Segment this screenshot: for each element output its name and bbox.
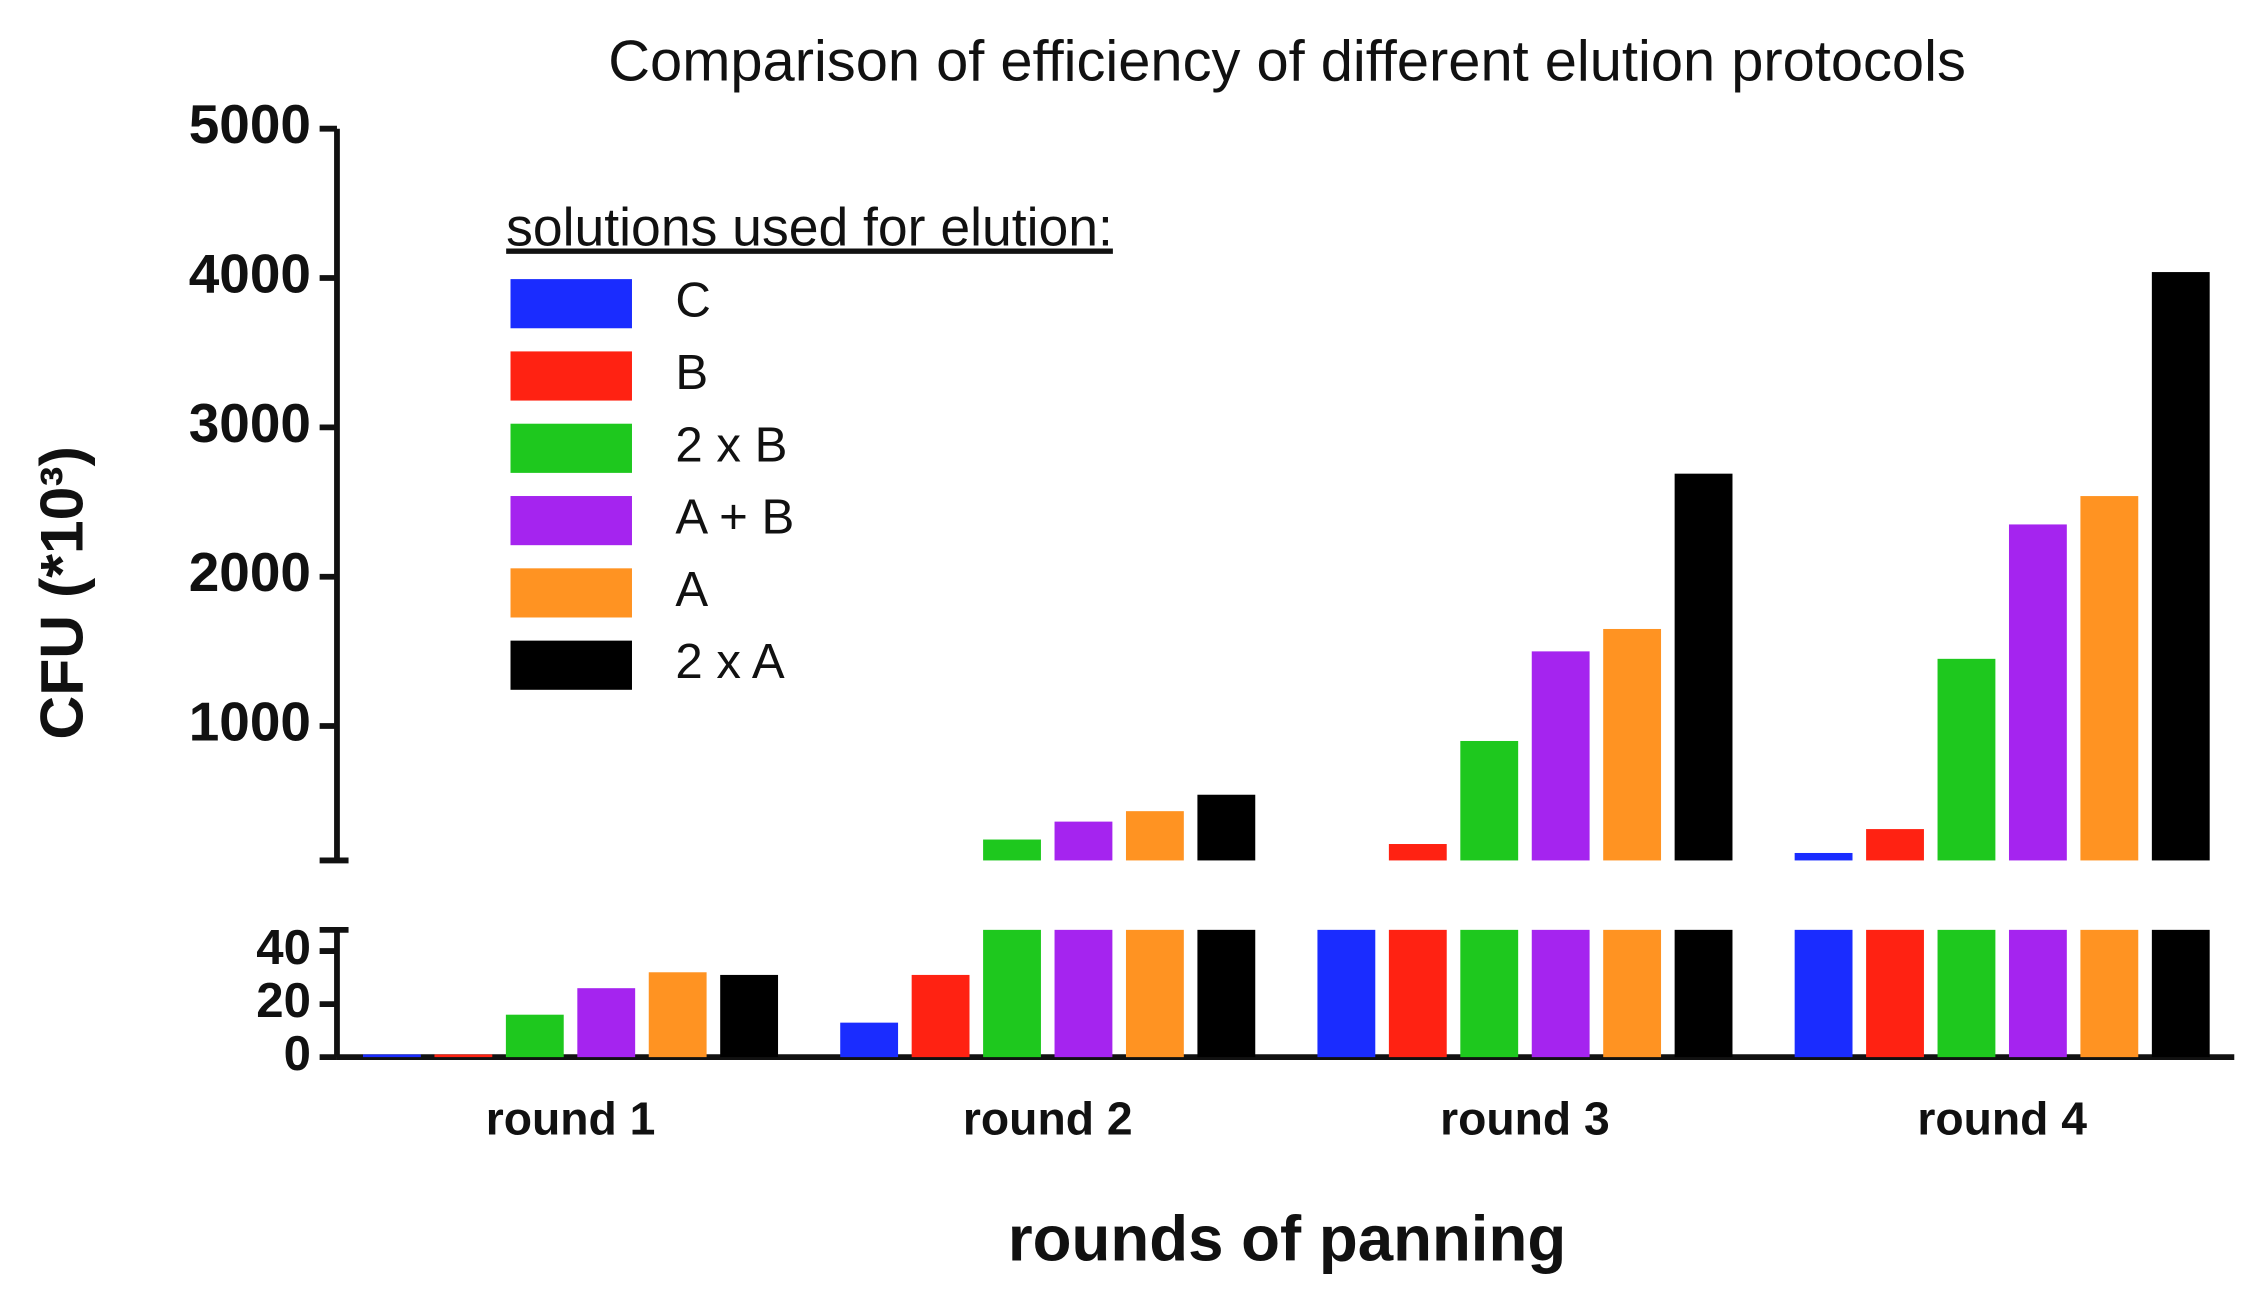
chart-title: Comparison of efficiency of different el… xyxy=(608,29,1966,93)
x-tick-label: round 3 xyxy=(1440,1092,1610,1144)
legend-label: B xyxy=(675,345,708,400)
y-tick-label: 4000 xyxy=(189,243,311,305)
legend-label: 2 x B xyxy=(675,417,787,472)
bar xyxy=(1388,929,1447,1058)
y-tick-label: 3000 xyxy=(189,392,311,454)
bar xyxy=(1054,821,1113,861)
bar xyxy=(1460,929,1519,1058)
y-tick-label: 2000 xyxy=(189,541,311,603)
bar xyxy=(2151,272,2210,861)
y-tick-label: 1000 xyxy=(189,691,311,753)
x-axis-title: rounds of panning xyxy=(1008,1203,1566,1274)
legend-label: A + B xyxy=(675,490,794,545)
bar xyxy=(1531,929,1590,1058)
legend-title: solutions used for elution: xyxy=(506,199,1113,258)
legend-swatch xyxy=(510,423,632,473)
x-tick-label: round 2 xyxy=(963,1092,1133,1144)
legend-swatch xyxy=(510,351,632,401)
y-tick-label: 20 xyxy=(256,973,311,1028)
bar xyxy=(720,974,779,1058)
bar xyxy=(2080,496,2139,861)
bar xyxy=(363,1054,421,1058)
bar xyxy=(1866,929,1924,1058)
bar xyxy=(2008,929,2067,1058)
bar xyxy=(1937,929,1996,1058)
legend-label: A xyxy=(675,562,708,617)
y-tick-label: 5000 xyxy=(189,93,311,155)
bar xyxy=(1603,628,1662,861)
y-tick-label: 40 xyxy=(256,920,311,975)
legend-label: 2 x A xyxy=(675,634,785,689)
bar xyxy=(1197,929,1256,1058)
bar xyxy=(434,1054,493,1058)
bar xyxy=(1197,794,1256,861)
bar xyxy=(1937,658,1996,861)
y-tick-label: 0 xyxy=(284,1026,311,1081)
legend-label: C xyxy=(675,273,711,328)
bar xyxy=(505,1014,564,1058)
bar xyxy=(577,988,636,1058)
legend-swatch xyxy=(510,640,632,690)
x-tick-label: round 4 xyxy=(1917,1092,2087,1144)
bar xyxy=(983,929,1041,1058)
bar xyxy=(1317,929,1376,1058)
legend-swatch xyxy=(510,568,632,618)
bar xyxy=(2080,929,2139,1058)
bar xyxy=(1674,929,1733,1058)
bar xyxy=(1794,929,1853,1058)
bar xyxy=(1460,740,1519,861)
bar xyxy=(2151,929,2210,1058)
bar xyxy=(1054,929,1113,1058)
bar xyxy=(648,972,707,1058)
y-axis-title: CFU (*10³) xyxy=(28,446,96,739)
legend-swatch xyxy=(510,496,632,546)
bar xyxy=(1531,651,1590,861)
bar xyxy=(1388,844,1447,861)
bar xyxy=(1794,852,1853,861)
bar xyxy=(1674,473,1733,861)
legend-swatch xyxy=(510,279,632,329)
bar xyxy=(983,839,1041,861)
bar xyxy=(911,974,970,1058)
bar xyxy=(1125,811,1184,861)
x-tick-label: round 1 xyxy=(486,1092,656,1144)
bar xyxy=(2008,524,2067,861)
bar xyxy=(1603,929,1662,1058)
bar xyxy=(1866,829,1924,861)
bar xyxy=(840,1022,899,1058)
bar xyxy=(1125,929,1184,1058)
